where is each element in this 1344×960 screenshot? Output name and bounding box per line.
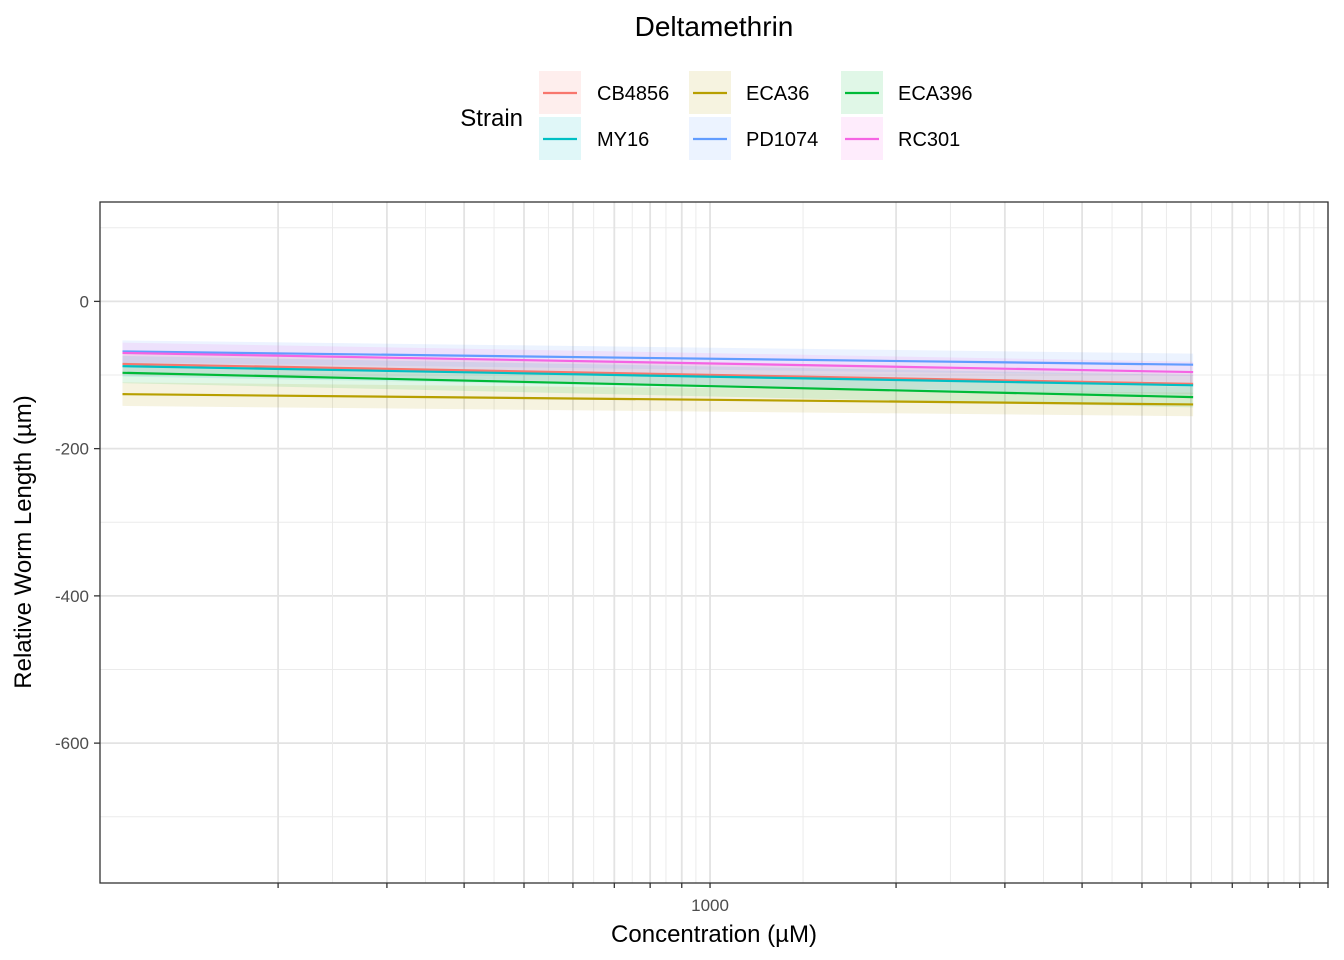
legend-title: Strain xyxy=(460,105,523,132)
series-line xyxy=(122,393,1194,406)
chart-title: Deltamethrin xyxy=(635,11,794,42)
y-tick-label: -600 xyxy=(55,734,89,753)
x-axis: 1000 xyxy=(277,883,1329,915)
y-axis: 0 -200 -400 -600 xyxy=(55,292,100,753)
panel-border xyxy=(99,201,1329,884)
plot-panel xyxy=(99,201,1329,884)
x-tick-label: 1000 xyxy=(691,896,729,915)
legend-label: MY16 xyxy=(597,129,649,151)
x-axis-title: Concentration (µM) xyxy=(611,921,817,948)
y-axis-title: Relative Worm Length (µm) xyxy=(10,395,37,688)
legend-label: CB4856 xyxy=(597,83,669,105)
legend-label: ECA36 xyxy=(746,83,809,105)
panel-background xyxy=(100,202,1328,883)
legend: Strain CB4856 ECA36 ECA396 MY16 PD1074 RC301 xyxy=(460,71,973,160)
legend-label: PD1074 xyxy=(746,129,818,151)
series-line xyxy=(122,371,1194,399)
y-tick-label: -400 xyxy=(55,587,89,606)
y-tick-label: 0 xyxy=(80,292,89,311)
series-lines xyxy=(122,350,1194,406)
ci-ribbons xyxy=(122,340,1194,417)
legend-label: RC301 xyxy=(898,129,960,151)
y-tick-label: -200 xyxy=(55,440,89,459)
series-line xyxy=(122,350,1194,366)
legend-label: ECA396 xyxy=(898,83,973,105)
series-line xyxy=(122,365,1194,387)
series-line xyxy=(122,351,1194,374)
grid xyxy=(100,202,1329,883)
series-line xyxy=(122,362,1194,385)
